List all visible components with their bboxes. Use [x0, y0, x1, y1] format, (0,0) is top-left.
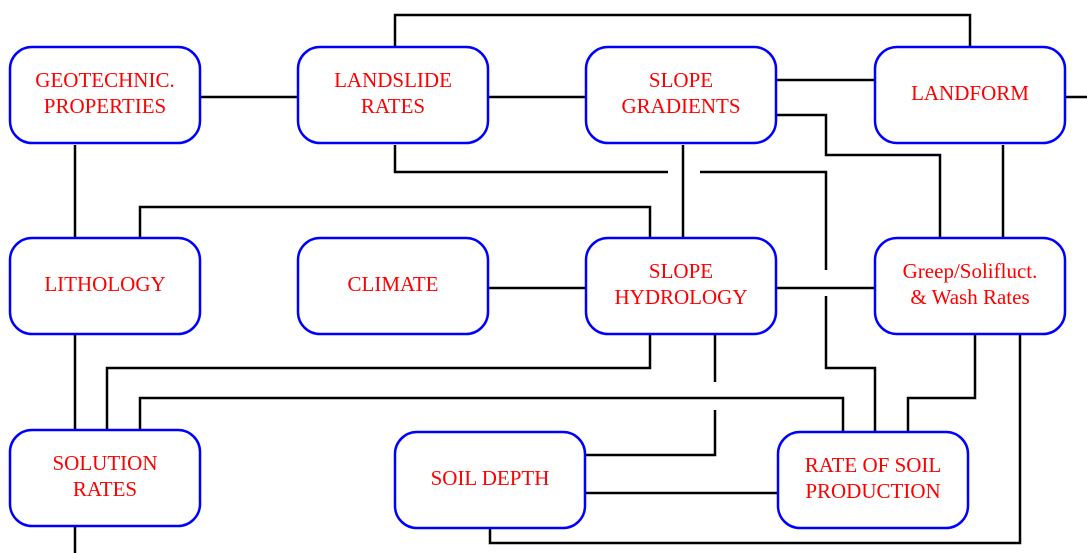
connector: [393, 145, 668, 174]
node-box: [584, 236, 778, 336]
connector: [585, 410, 717, 457]
node-label: & Wash Rates: [910, 285, 1029, 309]
connector: [488, 335, 1022, 545]
connector: [138, 205, 652, 238]
connector: [393, 13, 972, 47]
node-label: GRADIENTS: [622, 94, 741, 118]
node-box: [873, 236, 1067, 336]
node-label: LANDSLIDE: [334, 68, 452, 92]
node-label: RATE OF SOIL: [805, 453, 942, 477]
connector: [700, 170, 828, 270]
connector: [824, 296, 877, 432]
node-label: RATES: [361, 94, 425, 118]
node-label: LANDFORM: [911, 81, 1029, 105]
node-label: RATES: [73, 477, 137, 501]
node-box: [393, 430, 587, 530]
connector: [105, 335, 652, 430]
node-label: SOIL DEPTH: [431, 466, 550, 490]
node-box: [8, 45, 202, 145]
node-label: CLIMATE: [348, 272, 439, 296]
node-box: [8, 428, 202, 528]
node-label: PROPERTIES: [44, 94, 166, 118]
node-box: [584, 45, 778, 145]
connectors: [73, 13, 1087, 553]
node-label: LITHOLOGY: [44, 272, 165, 296]
node-box: [873, 45, 1067, 145]
node-label: GEOTECHNIC.: [35, 68, 174, 92]
node-label: PRODUCTION: [805, 479, 940, 503]
node-box: [776, 430, 970, 530]
connector: [776, 113, 942, 238]
node-label: SOLUTION: [53, 451, 158, 475]
node-box: [296, 45, 490, 145]
connector: [906, 335, 977, 432]
node-label: SLOPE: [649, 68, 713, 92]
node-box: [8, 236, 202, 336]
node-label: Greep/Solifluct.: [903, 259, 1038, 283]
node-label: SLOPE: [649, 259, 713, 283]
connector: [138, 396, 845, 432]
node-box: [296, 236, 490, 336]
node-label: HYDROLOGY: [615, 285, 748, 309]
